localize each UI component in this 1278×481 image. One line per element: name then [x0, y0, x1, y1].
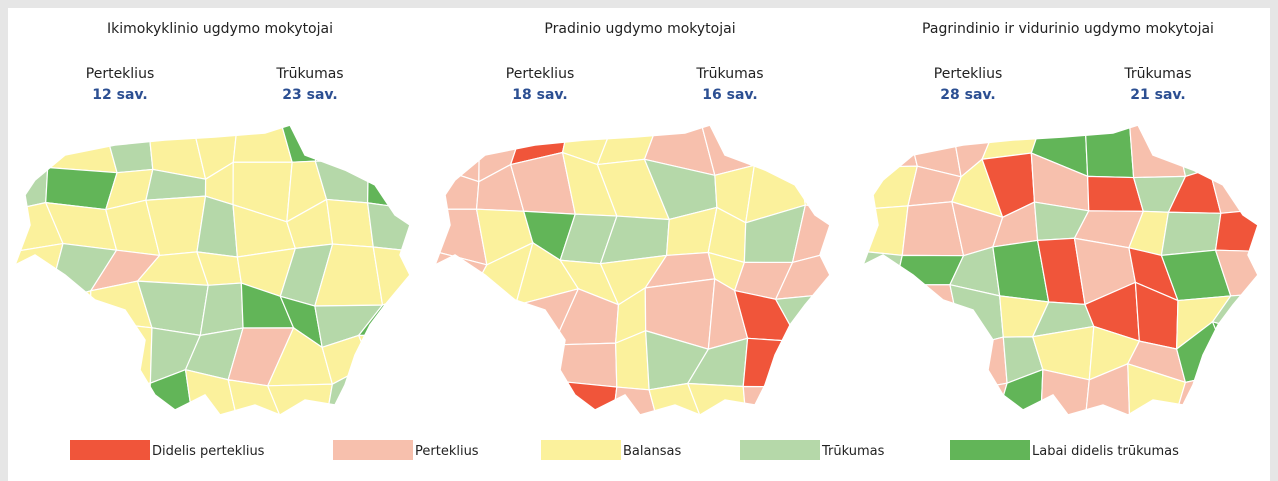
legend-label: Labai didelis trūkumas	[1032, 444, 1179, 459]
legend-swatch	[541, 440, 621, 460]
legend-label: Trūkumas	[821, 444, 885, 459]
map-title: Pagrindinio ir vidurinio ugdymo mokytoja…	[922, 21, 1214, 37]
shortage-label: Trūkumas	[275, 66, 343, 82]
municipality	[1160, 211, 1222, 257]
surplus-value: 28 sav.	[940, 87, 995, 103]
map-title: Ikimokyklinio ugdymo mokytojai	[107, 21, 333, 37]
legend-label: Didelis perteklius	[152, 444, 265, 459]
surplus-value: 18 sav.	[512, 87, 567, 103]
shortage-value: 21 sav.	[1130, 87, 1185, 103]
municipality	[325, 198, 374, 248]
legend-swatch	[740, 440, 820, 460]
surplus-label: Perteklius	[86, 66, 154, 82]
municipality	[1084, 362, 1131, 415]
country-outline	[861, 124, 1259, 416]
legend-label: Balansas	[623, 444, 681, 459]
shortage-value: 23 sav.	[282, 87, 337, 103]
legend-label: Perteklius	[415, 444, 479, 459]
legend-swatch	[70, 440, 150, 460]
legend-swatch	[333, 440, 413, 460]
surplus-label: Perteklius	[506, 66, 574, 82]
shortage-label: Trūkumas	[1123, 66, 1191, 82]
shortage-label: Trūkumas	[695, 66, 763, 82]
country-outline	[433, 124, 831, 416]
map-title: Pradinio ugdymo mokytojai	[544, 21, 735, 37]
surplus-label: Perteklius	[934, 66, 1002, 82]
surplus-value: 12 sav.	[92, 87, 147, 103]
shortage-value: 16 sav.	[702, 87, 757, 103]
country-outline	[13, 124, 411, 416]
legend-swatch	[950, 440, 1030, 460]
